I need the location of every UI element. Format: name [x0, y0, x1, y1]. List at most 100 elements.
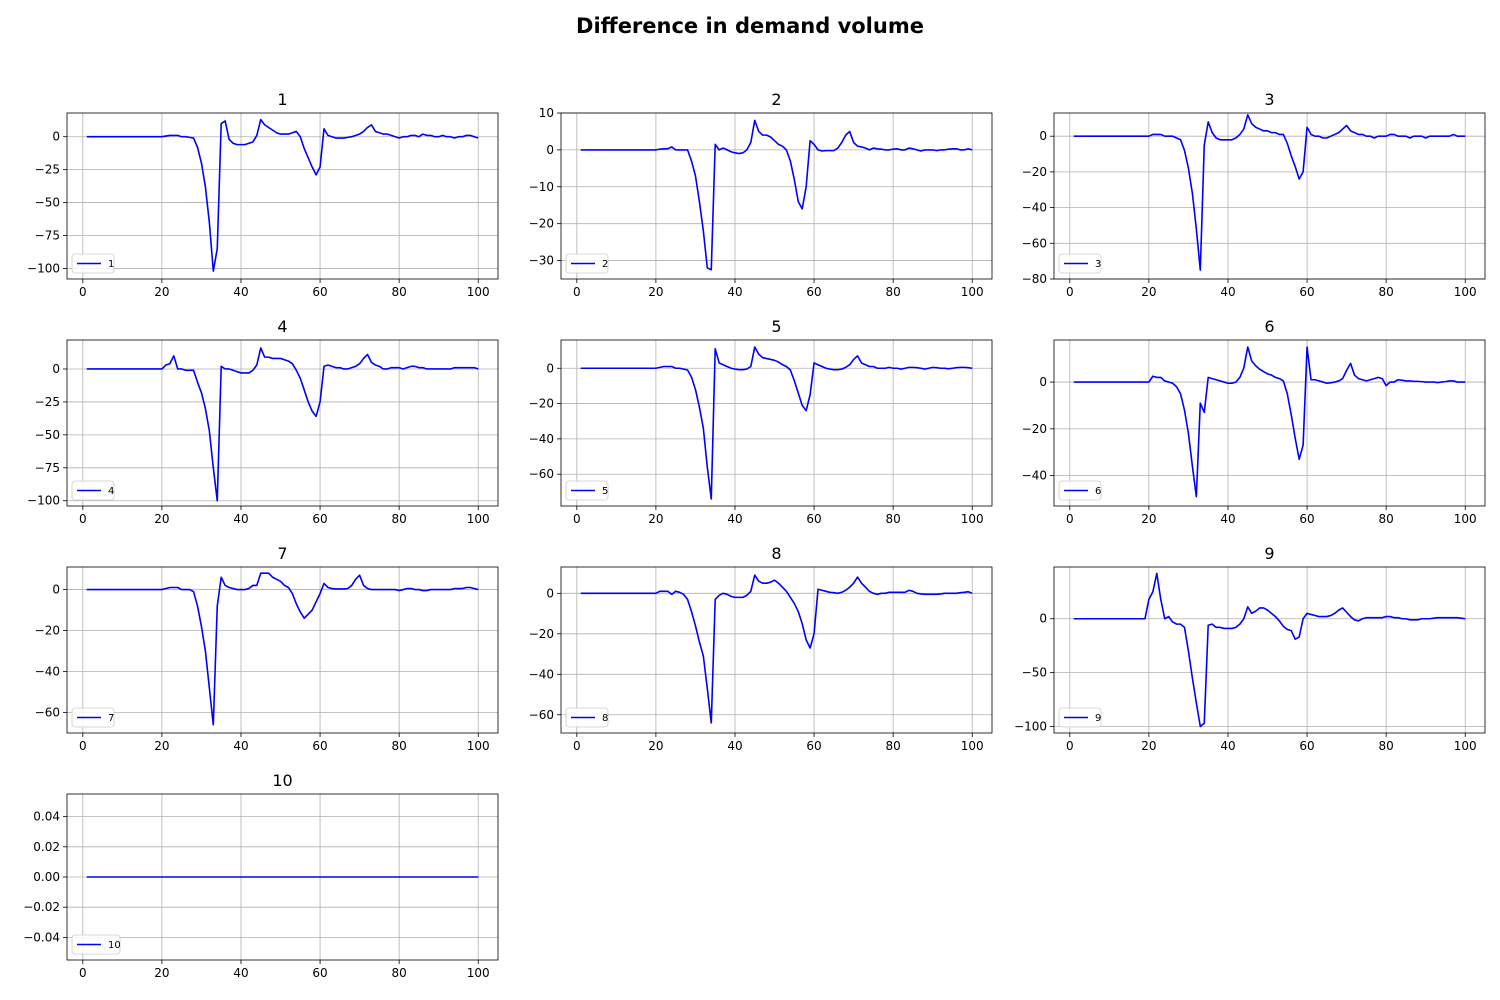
- x-tick-label: 20: [1141, 285, 1156, 299]
- legend-label: 5: [602, 486, 608, 497]
- y-tick-label: −50: [1022, 666, 1047, 680]
- y-tick-label: −40: [529, 667, 554, 681]
- x-tick-label: 40: [233, 966, 248, 980]
- axes-frame: [560, 339, 993, 507]
- x-tick-label: 60: [312, 512, 327, 526]
- x-tick-label: 60: [1299, 512, 1314, 526]
- x-tick-label: 100: [1454, 512, 1477, 526]
- x-tick-label: 0: [79, 739, 87, 753]
- x-tick-label: 60: [806, 512, 821, 526]
- y-tick-label: 0: [1039, 129, 1047, 143]
- x-tick-label: 40: [233, 512, 248, 526]
- x-tick-label: 80: [1379, 739, 1394, 753]
- x-tick-label: 0: [573, 512, 581, 526]
- x-tick-label: 40: [1220, 512, 1235, 526]
- series-line: [86, 572, 479, 726]
- legend-label: 6: [1095, 486, 1101, 497]
- subplot-6: 0 20 40 60 80 100 −40 −20 0 6 6: [1022, 317, 1486, 526]
- axes-frame: [66, 112, 499, 280]
- y-tick-label: 0: [52, 362, 60, 376]
- x-tick-label: 80: [392, 285, 407, 299]
- y-tick-label: 0: [1039, 375, 1047, 389]
- legend-label: 10: [108, 940, 121, 951]
- x-tick-label: 60: [1299, 739, 1314, 753]
- y-tick-label: −0.04: [23, 930, 60, 944]
- x-tick-label: 60: [312, 966, 327, 980]
- x-tick-label: 100: [467, 285, 490, 299]
- legend-label: 9: [1095, 713, 1101, 724]
- subplot-8: 0 20 40 60 80 100 −60 −40 −20 0 8 8: [529, 544, 993, 753]
- x-tick-label: 80: [1379, 512, 1394, 526]
- x-tick-label: 40: [727, 285, 742, 299]
- y-tick-label: −20: [529, 397, 554, 411]
- series-line: [580, 574, 973, 724]
- x-tick-label: 0: [79, 285, 87, 299]
- legend-label: 8: [602, 713, 608, 724]
- y-tick-label: 0: [52, 583, 60, 597]
- x-tick-label: 60: [806, 285, 821, 299]
- y-tick-label: −10: [529, 180, 554, 194]
- x-tick-label: 20: [648, 739, 663, 753]
- x-tick-label: 100: [1454, 739, 1477, 753]
- x-tick-label: 0: [79, 966, 87, 980]
- y-tick-label: −20: [1022, 422, 1047, 436]
- y-tick-label: −75: [35, 461, 60, 475]
- x-tick-label: 60: [312, 739, 327, 753]
- y-tick-label: −20: [35, 624, 60, 638]
- subplot-title: 3: [1264, 90, 1274, 109]
- subplot-10: 0 20 40 60 80 100 −0.04 −0.02 0.00 0.02 0.04 10 10: [23, 771, 499, 980]
- x-tick-label: 40: [233, 285, 248, 299]
- x-tick-label: 100: [467, 966, 490, 980]
- x-tick-label: 20: [154, 739, 169, 753]
- axes-frame: [66, 339, 499, 507]
- y-tick-label: −30: [529, 254, 554, 268]
- y-tick-label: −40: [35, 665, 60, 679]
- x-tick-label: 0: [573, 285, 581, 299]
- subplot-4: 0 20 40 60 80 100 −100 −75 −50 −25 0 4 4: [27, 317, 499, 526]
- x-tick-label: 80: [392, 966, 407, 980]
- subplot-1: 0 20 40 60 80 100 −100 −75 −50 −25 0 1 1: [27, 90, 499, 299]
- series-line: [1073, 572, 1466, 728]
- x-tick-label: 20: [154, 512, 169, 526]
- x-tick-label: 100: [961, 739, 984, 753]
- x-tick-label: 20: [154, 966, 169, 980]
- axes-frame: [560, 566, 993, 734]
- x-tick-label: 20: [648, 512, 663, 526]
- x-tick-label: 40: [1220, 739, 1235, 753]
- y-tick-label: −25: [35, 163, 60, 177]
- y-tick-label: −50: [35, 428, 60, 442]
- subplot-7: 0 20 40 60 80 100 −60 −40 −20 0 7 7: [35, 544, 499, 753]
- legend-label: 2: [602, 259, 608, 270]
- subplot-title: 9: [1264, 544, 1274, 563]
- y-tick-label: −20: [529, 217, 554, 231]
- y-tick-label: −40: [1022, 469, 1047, 483]
- x-tick-label: 80: [392, 739, 407, 753]
- x-tick-label: 0: [1066, 739, 1074, 753]
- subplot-9: 0 20 40 60 80 100 −100 −50 0 9 9: [1014, 544, 1486, 753]
- subplot-title: 7: [277, 544, 287, 563]
- y-tick-label: −80: [1022, 272, 1047, 286]
- legend-label: 7: [108, 713, 114, 724]
- x-tick-label: 20: [1141, 739, 1156, 753]
- axes-frame: [1053, 339, 1486, 507]
- subplot-title: 6: [1264, 317, 1274, 336]
- x-tick-label: 20: [154, 285, 169, 299]
- y-tick-label: 0: [546, 143, 554, 157]
- y-tick-label: 0.04: [33, 810, 60, 824]
- axes-frame: [560, 112, 993, 280]
- series-line: [1073, 113, 1466, 271]
- x-tick-label: 40: [727, 739, 742, 753]
- y-tick-label: 0: [1039, 612, 1047, 626]
- y-tick-label: 10: [539, 106, 554, 120]
- series-line: [580, 119, 973, 271]
- subplot-3: 0 20 40 60 80 100 −80 −60 −40 −20 0 3 3: [1022, 90, 1486, 299]
- x-tick-label: 100: [961, 512, 984, 526]
- y-tick-label: 0: [546, 361, 554, 375]
- y-tick-label: −100: [27, 494, 60, 508]
- x-tick-label: 60: [1299, 285, 1314, 299]
- x-tick-label: 60: [312, 285, 327, 299]
- y-tick-label: −100: [1014, 720, 1047, 734]
- x-tick-label: 0: [573, 739, 581, 753]
- y-tick-label: −60: [1022, 236, 1047, 250]
